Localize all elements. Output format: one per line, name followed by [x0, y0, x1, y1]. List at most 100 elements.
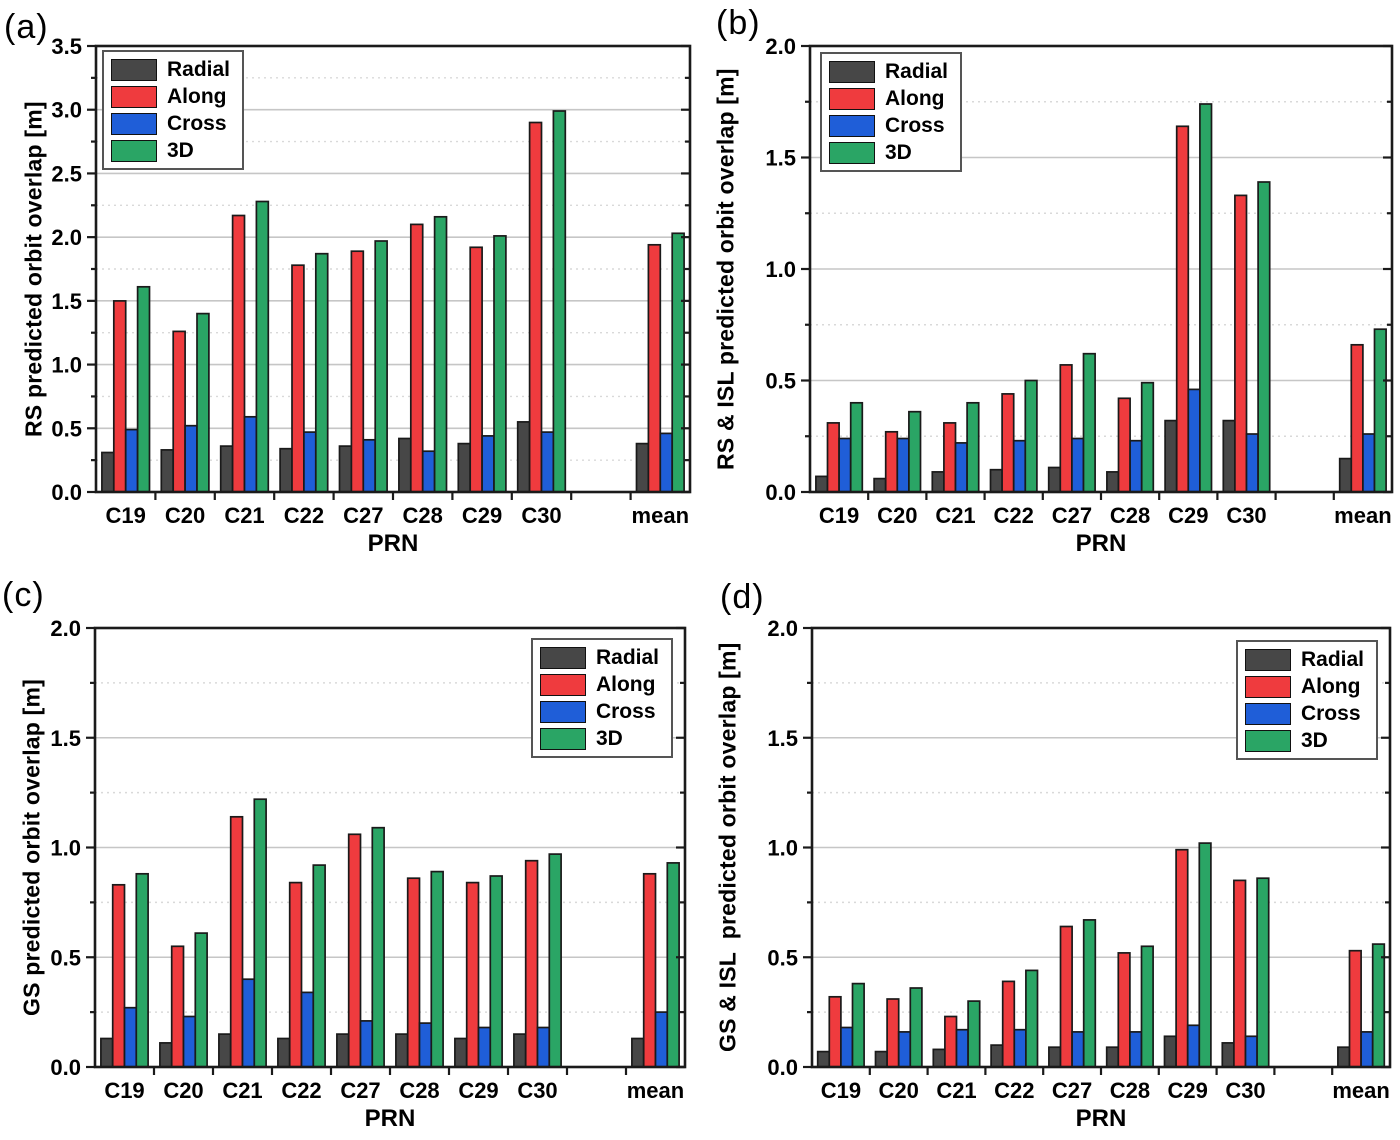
bar-cross-C30 — [540, 431, 555, 493]
panel-a-plot-area: 0.0 0.5 1.0 1.5 2.0 2.5 3.0 3.5 C19 C20 C21 C22 C27 C… — [51, 34, 692, 528]
y-tick-label: 0.0 — [51, 480, 82, 505]
bars — [100, 798, 680, 1068]
y-tick-label: 1.5 — [50, 726, 81, 751]
panel-c: (c) 0.0 0.5 1.0 1.5 2.0 C19 C20 C21 C22 C27 C28 C29… — [0, 570, 700, 1140]
bar-cross-C29 — [1186, 1024, 1201, 1068]
x-tick-label-C20: C20 — [877, 503, 917, 528]
legend-label-cross: Cross — [167, 112, 227, 136]
bar-cross-C28 — [1129, 439, 1143, 493]
bar-along-C19 — [112, 300, 127, 493]
bar-along-C30 — [524, 859, 539, 1068]
bar-radial-C27 — [1048, 1046, 1062, 1068]
bar-3d-C19 — [851, 982, 865, 1068]
y-tick-label: 1.5 — [51, 289, 82, 314]
legend-item-3d: 3D — [1244, 729, 1364, 753]
legend-label-along: Along — [167, 85, 227, 109]
bar-along-C27 — [350, 250, 365, 493]
bar-cross-mean — [654, 1011, 669, 1068]
legend-swatch-cross — [1244, 702, 1291, 725]
bar-cross-C27 — [1071, 437, 1085, 493]
legend-label-radial: Radial — [885, 60, 949, 83]
legend-item-cross: Cross — [539, 700, 659, 723]
x-tick-label-mean: mean — [1332, 1078, 1389, 1103]
bar-radial-C27 — [1047, 466, 1062, 493]
x-tick-label-C20: C20 — [165, 503, 205, 528]
bar-cross-mean — [659, 432, 674, 493]
bar-cross-C19 — [123, 1006, 138, 1068]
bar-3d-C28 — [1140, 381, 1155, 493]
bar-radial-C28 — [398, 437, 412, 493]
legend-label-radial: Radial — [595, 646, 659, 669]
bar-radial-C28 — [395, 1033, 409, 1068]
x-tick-label-C22: C22 — [281, 1078, 321, 1103]
legend-swatch-cross — [829, 114, 875, 137]
panel-b-y-axis-title: RS & ISL predicted orbit overlap [m] — [712, 68, 739, 470]
bar-radial-C19 — [101, 451, 115, 493]
bar-cross-C27 — [362, 438, 377, 493]
y-tick-label: 2.0 — [51, 225, 82, 250]
x-tick-label-C21: C21 — [935, 503, 975, 528]
x-tick-label-C21: C21 — [222, 1078, 262, 1103]
bar-radial-C20 — [160, 449, 175, 493]
x-tick-label-C30: C30 — [1225, 1078, 1265, 1103]
bar-3d-C20 — [196, 312, 210, 493]
bar-along-C27 — [1059, 364, 1073, 493]
panel-c-letter: (c) — [2, 576, 45, 614]
bar-cross-C21 — [241, 978, 256, 1068]
bar-3d-C21 — [253, 798, 267, 1068]
legend-item-cross: Cross — [1244, 702, 1364, 725]
y-tick-label: 2.0 — [50, 616, 81, 641]
axis-ticks — [801, 44, 1392, 500]
x-tick-label-C19: C19 — [821, 1078, 861, 1103]
y-tick-label: 1.5 — [767, 726, 798, 751]
legend-label-along: Along — [885, 87, 945, 111]
bar-radial-C30 — [513, 1033, 527, 1068]
bar-radial-C22 — [277, 1037, 291, 1068]
y-tick-label: 0.5 — [765, 369, 796, 394]
legend-swatch-along — [539, 673, 586, 696]
axis-ticks — [87, 44, 690, 500]
legend-swatch-3d — [539, 727, 586, 750]
x-tick-label-C29: C29 — [458, 1078, 498, 1103]
y-tick-label: 3.5 — [51, 34, 82, 59]
bar-cross-C20 — [182, 1015, 197, 1068]
legend-label-3d: 3D — [595, 727, 623, 751]
panel-d-y-axis-title: GS & ISL predicted orbit overlap [m] — [714, 642, 741, 1053]
bar-3d-mean — [666, 862, 680, 1068]
bar-along-C28 — [406, 877, 421, 1068]
bar-radial-C19 — [100, 1037, 114, 1068]
legend-swatch-3d — [829, 141, 875, 164]
bar-along-C20 — [170, 945, 185, 1068]
legend-item-radial: Radial — [539, 646, 659, 669]
legend-swatch-3d — [1244, 729, 1291, 752]
bar-cross-C30 — [536, 1026, 551, 1068]
x-tick-label-C27: C27 — [1052, 1078, 1092, 1103]
x-tick-label-C28: C28 — [1110, 503, 1150, 528]
y-tick-label: 1.0 — [767, 836, 798, 861]
bar-cross-C20 — [184, 424, 198, 493]
legend-item-radial: Radial — [829, 60, 948, 83]
bar-along-C22 — [288, 881, 303, 1068]
bar-cross-C19 — [838, 437, 852, 493]
bar-cross-C22 — [300, 991, 315, 1068]
legend-label-3d: 3D — [1300, 729, 1328, 753]
bar-cross-C30 — [1244, 1035, 1258, 1068]
bar-3d-C27 — [371, 826, 385, 1068]
tick-labels: 0.0 0.5 1.0 1.5 2.0 2.5 3.0 3.5 C19 C20 C21 C22 C27 C… — [51, 34, 689, 528]
bar-radial-C21 — [932, 1048, 946, 1068]
bar-3d-C30 — [1256, 877, 1270, 1068]
bar-radial-C22 — [989, 468, 1003, 493]
x-tick-label-C22: C22 — [284, 503, 324, 528]
panel-b-plot-area: 0.0 0.5 1.0 1.5 2.0 C19 C20 C21 C22 C27 C28 C29 C30 m… — [765, 34, 1394, 528]
legend-item-3d: 3D — [829, 141, 948, 164]
legend-item-along: Along — [111, 85, 230, 108]
bar-3d-C29 — [493, 235, 507, 493]
bar-radial-C27 — [338, 445, 353, 493]
y-tick-label: 2.0 — [765, 34, 796, 59]
bar-along-C30 — [528, 121, 543, 493]
bar-along-mean — [647, 243, 662, 493]
legend-swatch-along — [829, 87, 875, 110]
y-tick-label: 0.0 — [50, 1055, 81, 1080]
x-tick-label-C19: C19 — [106, 503, 146, 528]
bar-cross-C29 — [1187, 388, 1201, 493]
